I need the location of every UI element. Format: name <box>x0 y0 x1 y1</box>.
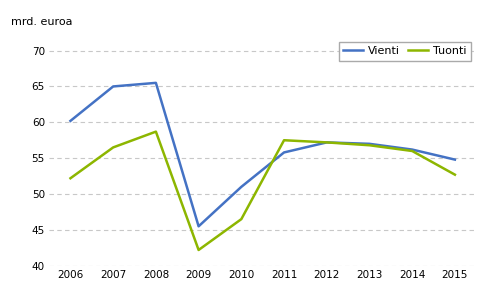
Legend: Vienti, Tuonti: Vienti, Tuonti <box>339 42 471 61</box>
Tuonti <box>452 173 458 176</box>
Vienti <box>452 158 458 162</box>
Tuonti <box>367 143 373 147</box>
Tuonti <box>239 217 245 221</box>
Tuonti <box>281 138 287 142</box>
Tuonti <box>409 149 415 153</box>
Vienti <box>239 185 245 189</box>
Tuonti <box>153 130 159 133</box>
Vienti <box>281 151 287 154</box>
Vienti <box>367 142 373 146</box>
Tuonti <box>324 140 330 144</box>
Vienti <box>324 140 330 144</box>
Vienti <box>110 85 116 88</box>
Vienti <box>153 81 159 85</box>
Vienti <box>196 224 202 228</box>
Line: Tuonti: Tuonti <box>71 132 455 250</box>
Tuonti <box>110 146 116 149</box>
Tuonti <box>196 248 202 252</box>
Tuonti <box>68 176 74 180</box>
Vienti <box>68 119 74 123</box>
Text: mrd. euroa: mrd. euroa <box>11 17 72 27</box>
Vienti <box>409 148 415 151</box>
Line: Vienti: Vienti <box>71 83 455 226</box>
